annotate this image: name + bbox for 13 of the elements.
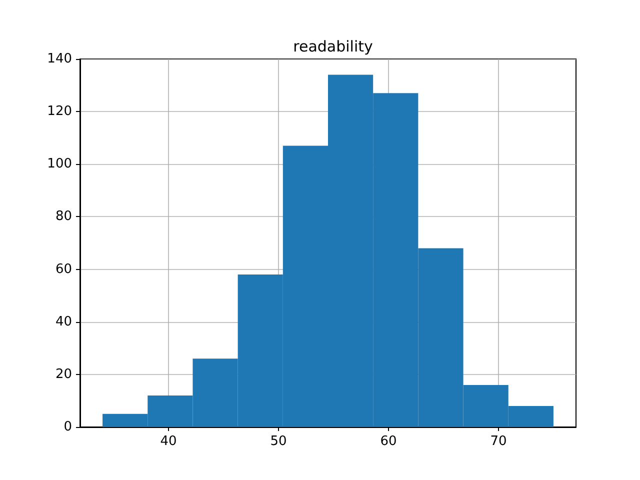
- y-tick-label: 140: [47, 52, 72, 66]
- x-tick-label: 70: [490, 434, 507, 449]
- x-tick-label: 60: [380, 434, 397, 449]
- y-tick-label: 0: [64, 420, 72, 434]
- y-tick-label: 20: [55, 366, 72, 382]
- y-tick-label: 80: [55, 209, 72, 224]
- y-tick-label: 100: [47, 156, 72, 172]
- x-tick-label: 40: [160, 434, 177, 449]
- x-tick-label: 50: [270, 434, 287, 449]
- chart-title: readability: [293, 38, 373, 56]
- y-tick-label: 120: [47, 104, 72, 120]
- y-tick-label: 60: [55, 262, 72, 277]
- y-tick-label: 40: [55, 314, 72, 330]
